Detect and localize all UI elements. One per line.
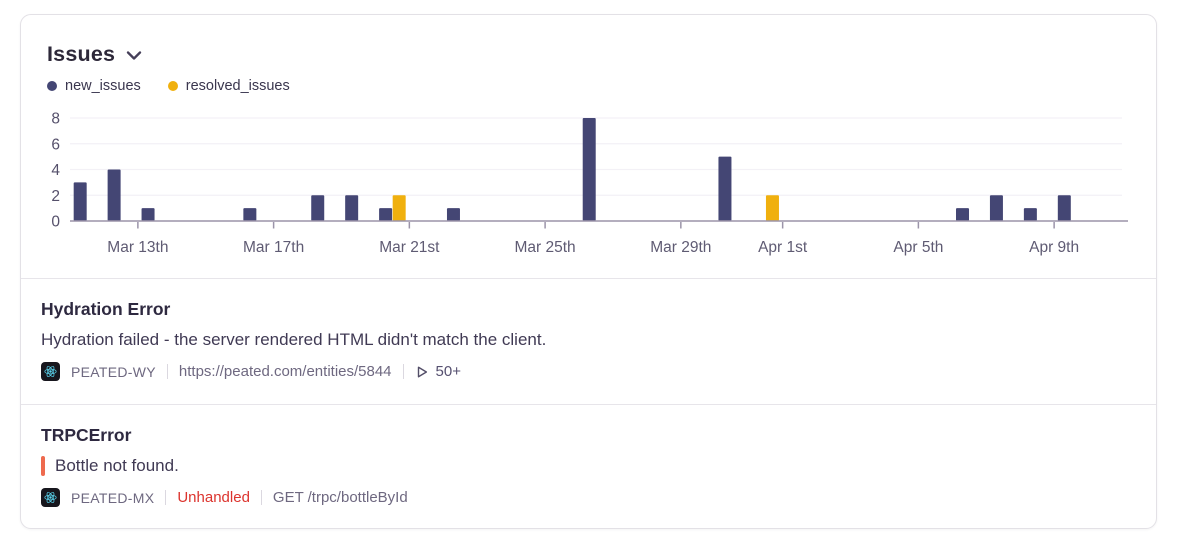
bar-new_issues [582,118,596,221]
bar-new_issues [107,169,121,221]
legend-item-new-issues[interactable]: new_issues [47,78,141,94]
bar-new_issues [1057,195,1071,221]
x-axis-label: Mar 17th [243,239,304,256]
y-axis-label: 8 [51,111,60,128]
meta-divider [402,364,404,379]
message-quote-bar [41,456,45,476]
unhandled-badge: Unhandled [177,489,250,506]
meta-divider [165,490,167,505]
x-axis-label: Mar 29th [650,239,711,256]
issue-message: Hydration failed - the server rendered H… [41,329,1136,351]
legend-label-resolved-issues: resolved_issues [185,78,290,94]
widget-header: Issues new_issues resolved_issues [21,15,1156,94]
x-axis-label: Mar 13th [107,239,168,256]
legend-item-resolved-issues[interactable]: resolved_issues [167,78,290,94]
bar-new_issues [311,195,325,221]
issues-widget-card: Issues new_issues resolved_issues 0 2 4 6 8 M… [20,14,1157,529]
issue-message-text: Hydration failed - the server rendered H… [41,330,547,349]
chevron-down-icon [126,51,142,60]
x-axis-label: Apr 9th [1029,239,1079,256]
bar-new_issues [1023,208,1037,221]
issue-message: Bottle not found. [41,455,1136,477]
react-platform-badge [41,488,60,507]
bar-new_issues [243,208,257,221]
react-icon [44,492,57,503]
bar-new_issues [446,208,460,221]
legend-dot-resolved-issues [167,81,178,91]
issue-meta: PEATED-MX Unhandled GET /trpc/bottleById [41,488,1136,507]
chart-legend: new_issues resolved_issues [47,78,1130,94]
widget-title-dropdown[interactable]: Issues [47,42,142,67]
issue-title[interactable]: Hydration Error [41,299,171,319]
bar-new_issues [73,182,87,221]
issue-title[interactable]: TRPCError [41,425,132,445]
bar-new_issues [956,208,970,221]
bar-new_issues [141,208,155,221]
issue-row-hydration-error[interactable]: Hydration Error Hydration failed - the s… [21,278,1156,404]
issue-list: Hydration Error Hydration failed - the s… [21,278,1156,528]
legend-label-new-issues: new_issues [65,78,141,94]
bar-resolved_issues [765,195,779,221]
bar-new_issues [718,156,732,221]
project-slug: PEATED-MX [71,489,155,506]
y-axis-label: 6 [51,136,60,153]
react-platform-badge [41,362,60,381]
x-axis-label: Mar 21st [379,239,440,256]
bar-new_issues [345,195,359,221]
project-slug: PEATED-WY [71,363,156,380]
issues-bar-chart: 0 2 4 6 8 Mar 13th Mar 17th Mar 21st Mar 25th Mar… [51,111,1128,256]
issue-meta: PEATED-WY https://peated.com/entities/58… [41,362,1136,381]
issue-row-trpc-error[interactable]: TRPCError Bottle not found. PE [21,404,1156,528]
meta-divider [166,364,168,379]
x-axis-label: Mar 25th [515,239,576,256]
legend-dot-new-issues [47,81,57,91]
bar-resolved_issues [392,195,406,221]
issue-culprit-url: https://peated.com/entities/5844 [178,363,392,380]
play-icon [417,366,427,377]
issue-message-text: Bottle not found. [55,456,179,475]
bar-new_issues [989,195,1003,221]
widget-title: Issues [47,42,116,66]
x-axis-label: Apr 1st [758,239,808,256]
y-axis-label: 2 [51,188,60,205]
meta-divider [260,490,262,505]
react-icon [44,366,57,377]
y-axis-label: 4 [51,162,60,179]
issue-culprit-endpoint: GET /trpc/bottleById [272,489,408,506]
bar-new_issues [379,208,393,221]
replay-count: 50+ [435,363,461,380]
y-axis-label: 0 [51,214,60,231]
replay-count-group: 50+ [415,363,461,380]
x-axis-label: Apr 5th [893,239,943,256]
